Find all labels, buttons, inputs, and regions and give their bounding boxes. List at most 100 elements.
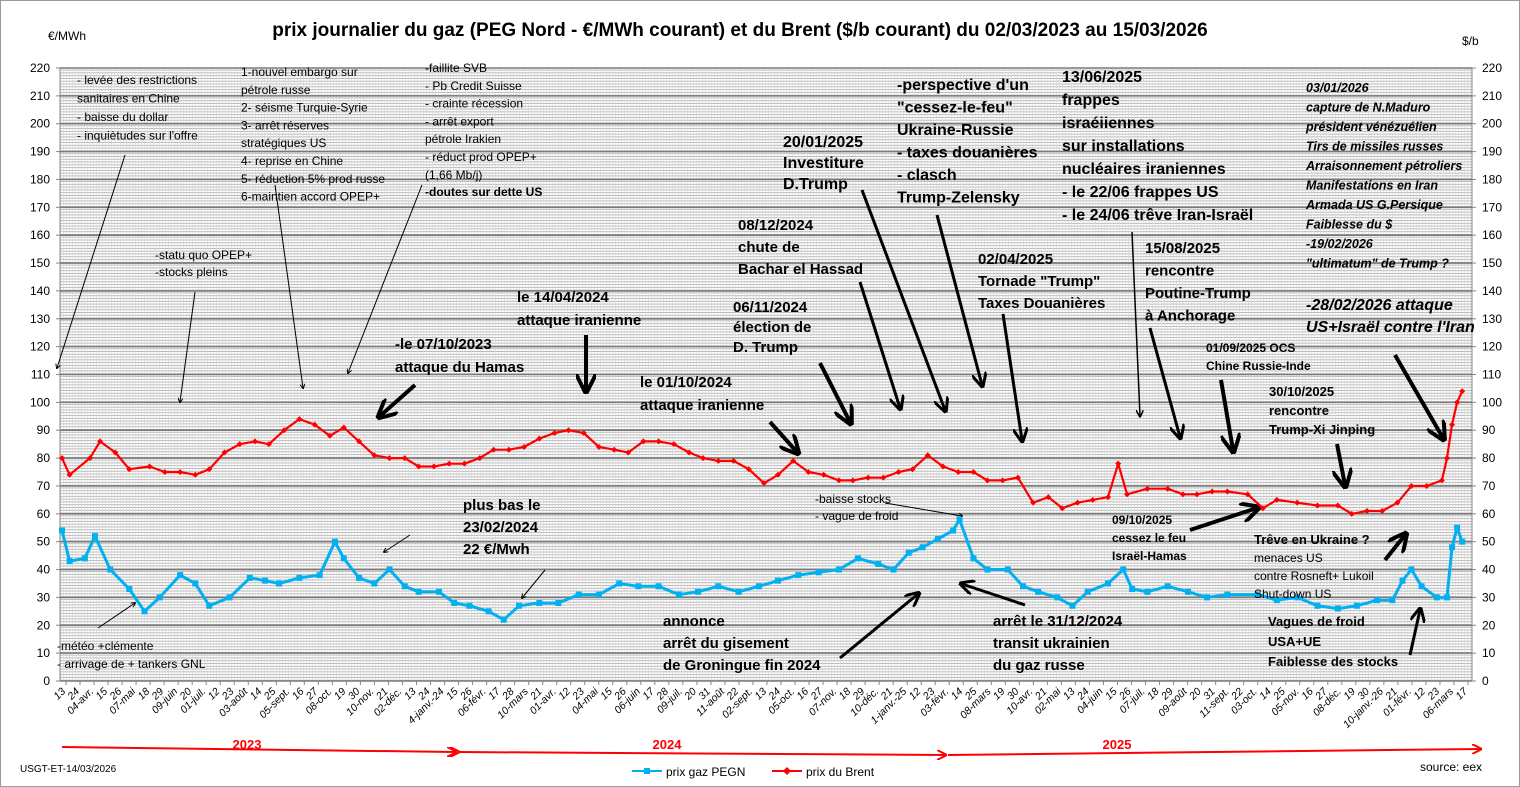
- year-arrow-2023: [61, 746, 455, 752]
- gas-price-point: [1389, 597, 1396, 604]
- brent-price-point: [446, 460, 453, 467]
- gas-price-point: [92, 533, 99, 540]
- arrow: [1408, 610, 1420, 656]
- arrow: [818, 362, 850, 422]
- gas-price-point: [774, 577, 781, 584]
- brent-price-point: [192, 471, 199, 478]
- annotation-groningue: arrêt du gisement: [663, 635, 789, 652]
- annotation-iran1: attaque iranienne: [517, 312, 641, 329]
- annotation-maduro: président vénézuélien: [1305, 120, 1437, 134]
- annotation-groningue: annonce: [663, 613, 725, 630]
- brent-price-point: [97, 438, 104, 445]
- gas-price-point: [735, 588, 742, 595]
- gas-price-point: [59, 527, 65, 534]
- brent-price-line: [60, 390, 1464, 515]
- annotation-anchorage: Poutine-Trump: [1145, 285, 1251, 302]
- brent-price-point: [177, 469, 184, 476]
- legend: prix gaz PEGN prix du Brent: [632, 765, 875, 779]
- y-tick-label-right: 150: [1482, 256, 1502, 270]
- gas-price-point: [1084, 588, 1091, 595]
- brent-price-point: [401, 455, 408, 462]
- gas-price-point: [1019, 583, 1026, 590]
- arrow: [1393, 353, 1443, 438]
- annotation-groningue: de Groningue fin 2024: [663, 657, 821, 674]
- brent-price-point: [1124, 491, 1131, 498]
- brent-price-point: [820, 471, 827, 478]
- annotation-embargo: 3- arrêt réserves: [241, 118, 329, 132]
- gas-price-point: [1105, 580, 1112, 587]
- annotation-svb: -faillite SVB: [425, 61, 487, 75]
- brent-price-point: [1348, 510, 1355, 517]
- gas-price-point: [575, 591, 582, 598]
- annotation-svb: - crainte récession: [425, 97, 523, 111]
- gas-price-point: [246, 574, 253, 581]
- annotation-embargo: pétrole russe: [241, 83, 311, 97]
- annotation-rosneft: menaces US: [1254, 551, 1323, 565]
- gas-price-point: [875, 560, 882, 567]
- gas-price-point: [854, 555, 861, 562]
- annotation-investiture: Investiture: [783, 155, 864, 172]
- brent-price-point: [984, 477, 991, 484]
- gas-price-point: [1353, 602, 1360, 609]
- gas-price-point: [156, 594, 163, 601]
- brent-price-point: [66, 471, 73, 478]
- gas-price-point: [635, 583, 642, 590]
- gas-price-point: [316, 572, 323, 579]
- arrow: [1383, 535, 1405, 562]
- brent-price-point: [1164, 485, 1171, 492]
- annotation-maduro: -19/02/2026: [1306, 237, 1374, 251]
- brent-price-point: [1363, 508, 1370, 515]
- y-tick-label-right: 210: [1482, 89, 1502, 103]
- brent-price-point: [1030, 499, 1037, 506]
- annotation-maduro: Tirs de missiles russes: [1306, 140, 1443, 154]
- arrow: [1148, 327, 1180, 437]
- annotation-embargo: 1-nouvel embargo sur: [241, 65, 358, 79]
- annotation-treve: Trêve en Ukraine ?: [1254, 532, 1370, 547]
- brent-price-point: [580, 430, 587, 437]
- brent-price-point: [730, 457, 737, 464]
- gas-price-point: [655, 583, 662, 590]
- brent-price-point: [146, 463, 153, 470]
- y-tick-label-left: 150: [30, 256, 50, 270]
- y-tick-label-right: 140: [1482, 284, 1502, 298]
- arrow: [1337, 443, 1345, 485]
- brent-price-point: [551, 430, 558, 437]
- annotation-embargo: stratégiques US: [241, 136, 326, 150]
- annotation-xi: Trump-Xi Jinping: [1269, 422, 1375, 437]
- y-tick-label-left: 40: [37, 563, 51, 577]
- y-tick-label-right: 130: [1482, 312, 1502, 326]
- y-tick-label-right: 110: [1482, 368, 1501, 382]
- annotation-gaza: 09/10/2025: [1112, 513, 1172, 527]
- brent-price-point: [805, 469, 812, 476]
- brent-price-point: [999, 477, 1006, 484]
- annotation-rosneft: Shut-down US: [1254, 587, 1331, 601]
- chart-title: prix journalier du gaz (PEG Nord - €/MWh…: [272, 20, 1207, 41]
- gas-price-point: [1129, 586, 1136, 593]
- gas-price-point: [451, 599, 458, 606]
- year-arrow-2024: [458, 752, 945, 755]
- gas-price-point: [715, 583, 722, 590]
- y-tick-label-left: 170: [30, 200, 50, 214]
- gas-price-point: [126, 586, 133, 593]
- y-tick-label-right: 30: [1482, 590, 1496, 604]
- y-tick-label-left: 50: [37, 535, 51, 549]
- brent-price-point: [1449, 421, 1456, 428]
- annotation-frappes: israéiiennes: [1062, 115, 1155, 132]
- y-tick-label-left: 190: [30, 145, 50, 159]
- annotation-anchorage: rencontre: [1145, 263, 1214, 280]
- brent-price-point: [1294, 499, 1301, 506]
- brent-price-point: [386, 455, 393, 462]
- annotation-gaza: Israël-Hamas: [1112, 549, 1187, 563]
- brent-price-point: [371, 452, 378, 459]
- y-tick-label-left: 120: [30, 340, 50, 354]
- gas-price-point: [919, 544, 926, 551]
- annotation-stocks: -baisse stocks: [815, 492, 891, 506]
- arrow: [1219, 379, 1233, 450]
- brent-price-point: [356, 438, 363, 445]
- annotation-low: 22 €/Mwh: [463, 541, 530, 558]
- annotation-low: plus bas le: [463, 497, 541, 514]
- annotation-iran1: le 14/04/2024: [517, 289, 609, 306]
- arrow: [1189, 508, 1257, 532]
- y-tick-label-right: 90: [1482, 423, 1496, 437]
